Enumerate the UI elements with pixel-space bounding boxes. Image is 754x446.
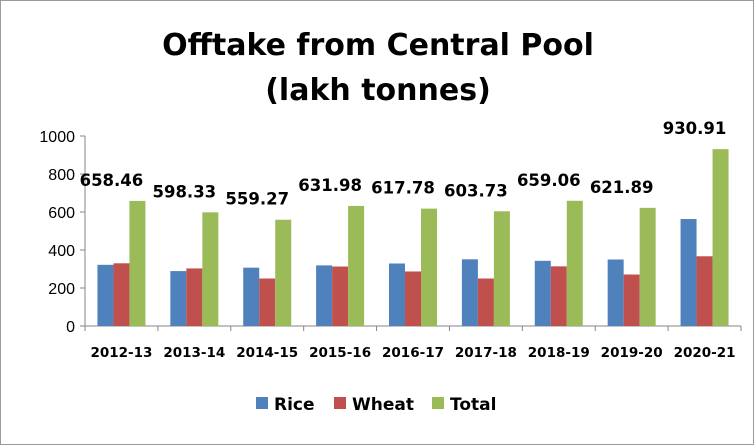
bar-rice-2018-19 <box>534 260 551 326</box>
bar-wheat-2014-15 <box>259 278 276 326</box>
bars <box>97 149 729 326</box>
bar-wheat-2013-14 <box>186 268 203 326</box>
x-tick-label: 2016-17 <box>382 345 444 361</box>
bar-wheat-2018-19 <box>550 266 567 326</box>
bar-wheat-2015-16 <box>332 266 349 326</box>
bar-rice-2017-18 <box>461 259 478 326</box>
bar-rice-2012-13 <box>97 264 114 326</box>
bar-total-2019-20 <box>639 207 656 326</box>
legend-swatch-total <box>432 397 444 409</box>
bar-total-2017-18 <box>493 211 510 326</box>
data-label-total-2013-14: 598.33 <box>152 182 216 201</box>
bar-rice-2020-21 <box>680 219 697 326</box>
bar-total-2013-14 <box>202 212 219 326</box>
x-tick-label: 2012-13 <box>90 345 152 361</box>
bar-wheat-2016-17 <box>405 271 421 326</box>
bar-wheat-2019-20 <box>623 274 640 326</box>
bar-rice-2014-15 <box>243 267 260 326</box>
y-axis: 0 200 400 600 800 1000 <box>39 129 86 336</box>
legend-label-rice: Rice <box>274 395 315 415</box>
legend-swatch-rice <box>256 397 268 409</box>
legend: Rice Wheat Total <box>256 395 496 415</box>
bar-total-2020-21 <box>712 149 729 326</box>
x-tick-label: 2018-19 <box>528 345 590 361</box>
data-label-total-2017-18: 603.73 <box>444 181 508 200</box>
legend-swatch-wheat <box>334 397 346 409</box>
y-tick-label: 1000 <box>39 129 75 146</box>
y-tick-label: 200 <box>48 281 75 298</box>
y-tick-label: 0 <box>66 319 75 336</box>
x-tick-label: 2014-15 <box>236 345 298 361</box>
bar-rice-2013-14 <box>170 271 187 326</box>
bar-wheat-2020-21 <box>696 256 713 326</box>
bar-total-2016-17 <box>421 208 437 326</box>
data-label-total-2020-21: 930.91 <box>663 119 727 138</box>
data-label-total-2015-16: 631.98 <box>298 176 362 195</box>
bar-total-2012-13 <box>129 200 146 326</box>
bar-wheat-2012-13 <box>113 263 130 326</box>
y-tick-label: 800 <box>48 167 75 184</box>
data-label-total-2019-20: 621.89 <box>590 178 654 197</box>
data-labels: 658.46 598.33 559.27 631.98 617.78 603.73 659.… <box>80 119 727 209</box>
chart-title-line-1: Offtake from Central Pool <box>162 28 594 63</box>
x-tick-label: 2013-14 <box>163 345 225 361</box>
x-tick-label: 2020-21 <box>674 345 736 361</box>
bar-total-2015-16 <box>348 205 365 326</box>
y-tick-label: 600 <box>48 205 75 222</box>
bar-rice-2015-16 <box>316 265 333 326</box>
x-tick-label: 2017-18 <box>455 345 517 361</box>
data-label-total-2016-17: 617.78 <box>371 179 435 198</box>
bar-rice-2019-20 <box>607 259 624 326</box>
bar-total-2018-19 <box>566 200 583 326</box>
bar-wheat-2017-18 <box>477 278 494 326</box>
data-label-total-2018-19: 659.06 <box>517 171 581 190</box>
legend-label-total: Total <box>450 395 496 415</box>
x-axis: 2012-13 2013-14 2014-15 2015-16 2016-17 2017-… <box>84 325 742 361</box>
chart-title-line-2: (lakh tonnes) <box>265 73 491 108</box>
data-label-total-2012-13: 658.46 <box>80 171 144 190</box>
bar-total-2014-15 <box>275 219 292 326</box>
x-tick-label: 2019-20 <box>601 345 663 361</box>
y-tick-label: 400 <box>48 243 75 260</box>
x-tick-label: 2015-16 <box>309 345 371 361</box>
data-label-total-2014-15: 559.27 <box>225 190 289 209</box>
bar-rice-2016-17 <box>389 263 405 326</box>
legend-label-wheat: Wheat <box>352 395 414 415</box>
